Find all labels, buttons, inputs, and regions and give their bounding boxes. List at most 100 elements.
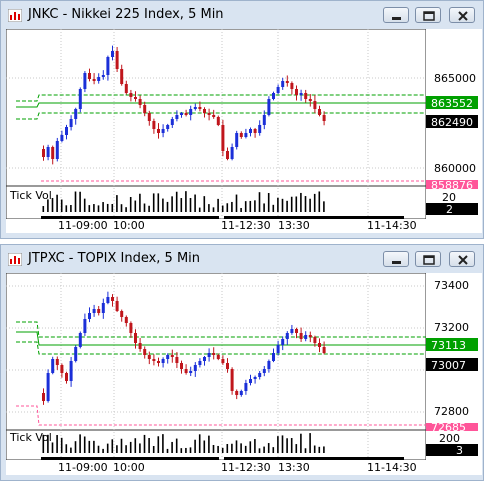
nikkei-chart-window[interactable]: JNKC - Nikkei 225 Index, 5 Min	[0, 0, 484, 239]
volume-bar	[313, 445, 316, 453]
candle-body	[138, 99, 142, 105]
candle-body	[203, 357, 206, 361]
volume-bar	[106, 443, 109, 453]
volume-bar	[318, 191, 321, 212]
time-label: 11-12:30	[221, 219, 271, 232]
candle-body	[295, 89, 298, 95]
candle-body	[83, 73, 87, 89]
indicator-plot-area	[6, 429, 427, 461]
candle-body	[267, 99, 271, 115]
candle-body	[290, 329, 294, 333]
time-label: 10:00	[113, 461, 145, 474]
window-title: JNKC - Nikkei 225 Index, 5 Min	[28, 7, 224, 22]
candle-body	[318, 109, 321, 115]
candle-body	[299, 93, 303, 95]
volume-bar	[162, 434, 164, 453]
volume-bars	[42, 191, 325, 212]
volume-bar	[102, 202, 104, 212]
candle-body	[244, 133, 248, 137]
candle-body	[120, 69, 124, 84]
chart-app-icon	[8, 9, 22, 22]
time-label: 11-09:00	[58, 461, 108, 474]
candle-body	[46, 147, 50, 157]
volume-bar	[56, 435, 58, 453]
minimize-button[interactable]	[383, 7, 409, 23]
upper-level-value: 863552	[431, 97, 473, 110]
candlestick-chart[interactable]: 73400 73200 72800 73113 73007 72685 Tick…	[6, 273, 482, 475]
volume-bar	[51, 197, 54, 212]
volume-bar	[70, 447, 72, 453]
candle-body	[230, 147, 234, 159]
candle-body	[189, 371, 193, 373]
candle-body	[189, 109, 193, 115]
candle-body	[258, 373, 262, 377]
volume-bar	[249, 441, 252, 453]
candle-body	[42, 393, 45, 401]
candle-body	[106, 57, 110, 75]
volume-bar	[120, 438, 123, 453]
candle-body	[207, 113, 211, 115]
volume-bar	[185, 447, 187, 453]
candle-body	[281, 339, 285, 345]
topix-chart-window[interactable]: JTPXC - TOPIX Index, 5 Min	[0, 244, 484, 481]
close-button[interactable]	[449, 251, 475, 267]
candle-body	[262, 369, 266, 373]
volume-bar	[258, 192, 261, 212]
volume-bar	[116, 445, 118, 453]
candle-body	[184, 369, 188, 373]
volume-bar	[263, 203, 265, 212]
volume-bar	[42, 434, 45, 453]
volume-bar	[56, 194, 58, 212]
candle-body	[161, 359, 165, 363]
candle-body	[212, 353, 216, 355]
volume-bar	[111, 439, 114, 453]
volume-bar	[175, 191, 178, 212]
candle-body	[152, 359, 156, 361]
volume-bar	[125, 207, 127, 212]
candle-body	[253, 129, 257, 133]
price-tick: 860000	[434, 162, 476, 175]
volume-bar	[231, 443, 233, 453]
volume-bar	[152, 446, 155, 453]
volume-bar	[277, 436, 279, 453]
candle-body	[69, 119, 73, 127]
volume-bar	[116, 195, 118, 212]
volume-bar	[212, 207, 215, 212]
maximize-icon	[423, 255, 435, 265]
volume-bar	[295, 444, 298, 453]
candle-body	[253, 377, 257, 379]
maximize-button[interactable]	[415, 251, 441, 267]
candle-body	[60, 135, 64, 141]
volume-bar	[111, 203, 114, 212]
maximize-button[interactable]	[415, 7, 441, 23]
candle-body	[65, 373, 68, 381]
last-price-value: 73007	[431, 359, 466, 372]
volume-bar	[166, 448, 169, 453]
candle-body	[290, 83, 294, 89]
upper-level-tag	[426, 96, 478, 109]
volume-bar	[180, 198, 183, 212]
close-button[interactable]	[449, 7, 475, 23]
indicator-tick: 200	[439, 432, 460, 445]
candle-body	[226, 363, 229, 369]
candle-body	[74, 109, 78, 119]
candle-body	[212, 115, 216, 117]
indicator-plot-area	[6, 185, 427, 220]
time-label: 11-14:30	[367, 461, 417, 474]
volume-bar	[254, 200, 256, 212]
volume-bar	[290, 438, 293, 453]
volume-bar	[203, 196, 206, 212]
window-titlebar[interactable]: JNKC - Nikkei 225 Index, 5 Min	[1, 1, 483, 31]
candle-body	[295, 329, 298, 333]
volume-bar	[286, 438, 288, 453]
candle-body	[285, 81, 289, 83]
price-tick: 72800	[434, 405, 469, 418]
time-label: 13:30	[278, 461, 310, 474]
candlestick-chart[interactable]: 865000 860000 863552 862490 858876 Tick …	[6, 29, 482, 233]
volume-bar	[166, 201, 169, 212]
volume-bar	[106, 203, 109, 212]
candle-body	[147, 355, 151, 359]
volume-bar	[208, 204, 210, 212]
minimize-button[interactable]	[383, 251, 409, 267]
window-titlebar[interactable]: JTPXC - TOPIX Index, 5 Min	[1, 245, 483, 275]
